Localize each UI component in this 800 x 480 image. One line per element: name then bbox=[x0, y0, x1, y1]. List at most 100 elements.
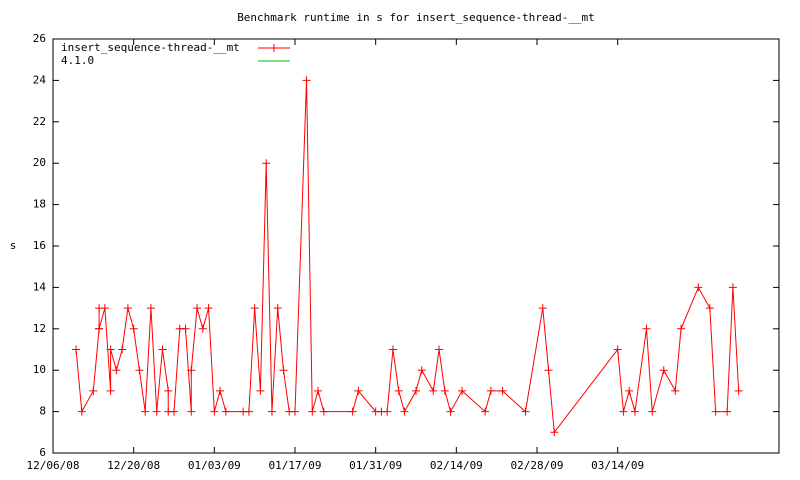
data-point bbox=[244, 407, 253, 416]
data-point bbox=[193, 304, 202, 313]
y-tick-label: 12 bbox=[33, 322, 46, 335]
y-tick-label: 16 bbox=[33, 239, 46, 252]
data-point bbox=[642, 324, 651, 333]
data-point bbox=[446, 407, 455, 416]
y-tick-label: 14 bbox=[33, 280, 47, 293]
data-point bbox=[118, 345, 127, 354]
data-point bbox=[498, 386, 507, 395]
data-point bbox=[256, 386, 265, 395]
data-point bbox=[705, 304, 714, 313]
data-point bbox=[613, 345, 622, 354]
y-tick-label: 20 bbox=[33, 156, 46, 169]
data-point bbox=[481, 407, 490, 416]
x-tick-label: 12/06/08 bbox=[27, 459, 80, 472]
data-point bbox=[400, 407, 409, 416]
data-point bbox=[694, 283, 703, 292]
y-tick-label: 10 bbox=[33, 363, 46, 376]
data-point bbox=[210, 407, 219, 416]
data-point bbox=[100, 304, 109, 313]
data-point bbox=[458, 386, 467, 395]
data-point bbox=[550, 428, 559, 437]
data-point bbox=[181, 324, 190, 333]
data-point bbox=[135, 366, 144, 375]
data-point bbox=[302, 76, 311, 85]
data-point bbox=[354, 386, 363, 395]
data-point bbox=[625, 386, 634, 395]
data-point bbox=[538, 304, 547, 313]
legend-label: insert_sequence-thread-__mt bbox=[61, 41, 240, 54]
legend-label: 4.1.0 bbox=[61, 54, 94, 67]
data-point bbox=[187, 407, 196, 416]
data-point bbox=[388, 345, 397, 354]
data-point bbox=[106, 345, 115, 354]
data-point bbox=[291, 407, 299, 416]
x-tick-label: 02/14/09 bbox=[430, 459, 483, 472]
data-point bbox=[106, 386, 115, 395]
data-point bbox=[262, 159, 271, 168]
data-point bbox=[728, 283, 737, 292]
x-tick-label: 01/03/09 bbox=[188, 459, 241, 472]
x-tick-label: 02/28/09 bbox=[511, 459, 564, 472]
x-tick-label: 12/20/08 bbox=[107, 459, 160, 472]
data-point bbox=[671, 386, 680, 395]
data-point bbox=[440, 386, 449, 395]
data-point bbox=[141, 407, 150, 416]
data-point bbox=[146, 304, 155, 313]
data-point bbox=[129, 324, 138, 333]
data-point bbox=[417, 366, 426, 375]
data-point bbox=[164, 386, 173, 395]
data-point bbox=[308, 407, 317, 416]
data-point bbox=[112, 366, 121, 375]
data-point bbox=[152, 407, 161, 416]
y-tick-label: 22 bbox=[33, 115, 46, 128]
data-point bbox=[319, 407, 328, 416]
data-point bbox=[187, 366, 196, 375]
x-tick-label: 01/17/09 bbox=[269, 459, 322, 472]
data-point bbox=[204, 304, 213, 313]
y-tick-label: 8 bbox=[39, 405, 46, 418]
data-point bbox=[348, 407, 357, 416]
x-tick-label: 01/31/09 bbox=[349, 459, 402, 472]
y-tick-label: 24 bbox=[33, 73, 47, 86]
y-tick-label: 18 bbox=[33, 198, 46, 211]
data-point bbox=[734, 386, 743, 395]
data-point bbox=[267, 407, 276, 416]
y-tick-label: 26 bbox=[33, 32, 46, 45]
data-point bbox=[95, 324, 104, 333]
data-point bbox=[198, 324, 207, 333]
x-tick-label: 03/14/09 bbox=[591, 459, 644, 472]
data-point bbox=[648, 407, 657, 416]
data-point bbox=[630, 407, 639, 416]
data-point bbox=[89, 386, 98, 395]
data-point bbox=[711, 407, 720, 416]
data-point bbox=[72, 345, 81, 354]
data-point bbox=[435, 345, 444, 354]
data-point bbox=[216, 386, 225, 395]
data-point bbox=[250, 304, 259, 313]
data-point bbox=[77, 407, 86, 416]
data-point bbox=[486, 386, 495, 395]
data-point bbox=[221, 407, 230, 416]
data-point bbox=[723, 407, 732, 416]
data-point bbox=[158, 345, 167, 354]
data-point bbox=[659, 366, 668, 375]
data-point bbox=[544, 366, 553, 375]
legend-marker bbox=[270, 44, 278, 52]
data-point bbox=[170, 407, 178, 416]
y-tick-label: 6 bbox=[39, 446, 46, 459]
series-line bbox=[75, 80, 740, 434]
data-point bbox=[273, 304, 282, 313]
data-point bbox=[123, 304, 132, 313]
data-point bbox=[383, 407, 392, 416]
y-axis-label: s bbox=[10, 239, 17, 252]
data-point bbox=[677, 324, 686, 333]
chart-title: Benchmark runtime in s for insert_sequen… bbox=[237, 11, 595, 24]
data-point bbox=[314, 386, 323, 395]
data-point bbox=[279, 366, 288, 375]
data-point bbox=[394, 386, 403, 395]
data-point bbox=[521, 407, 530, 416]
data-point bbox=[412, 386, 420, 395]
data-point bbox=[619, 407, 628, 416]
data-point bbox=[429, 386, 438, 395]
